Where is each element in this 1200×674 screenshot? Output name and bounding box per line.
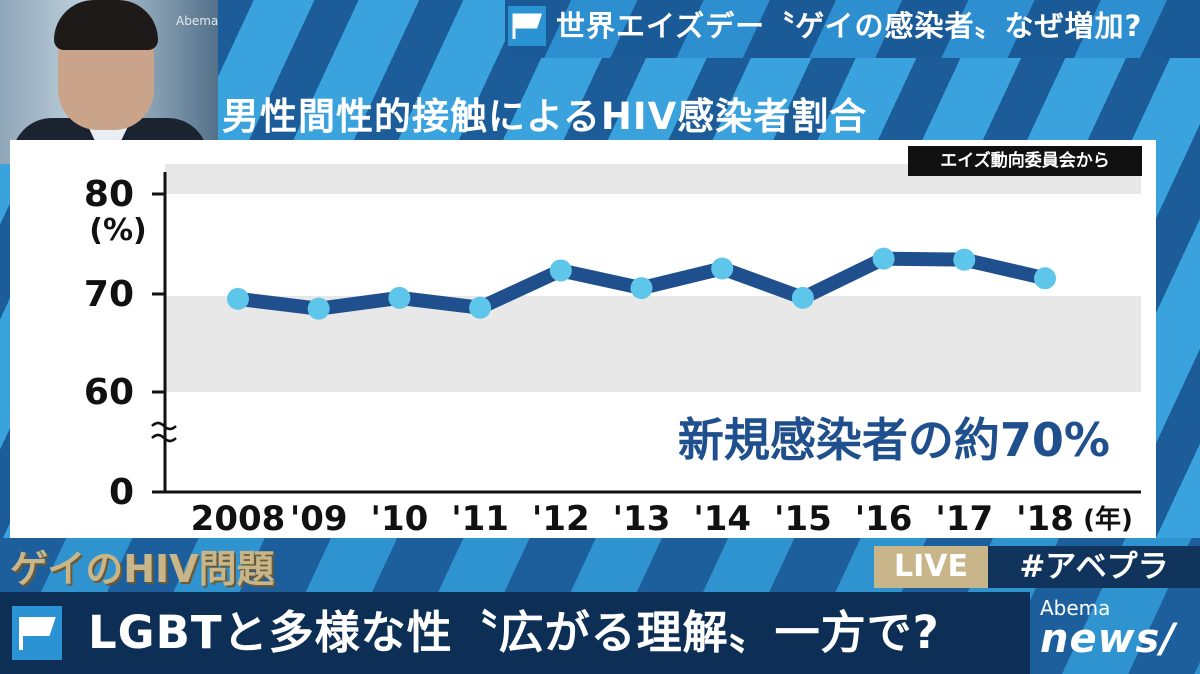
x-tick-label: '12 — [532, 499, 590, 539]
source-label: エイズ動向委員会から — [908, 146, 1142, 176]
data-point — [872, 247, 895, 270]
data-point — [1034, 267, 1056, 290]
y-tick-label: 80 — [84, 174, 134, 215]
hashtag-badge: #アベプラ — [988, 546, 1200, 588]
x-tick-label: '14 — [693, 499, 751, 539]
x-tick-label: '16 — [855, 499, 913, 539]
y-tick-label: 70 — [84, 274, 134, 315]
chart-annotation: 新規感染者の約70% — [678, 413, 1110, 467]
data-point — [711, 257, 734, 280]
x-tick-label: '10 — [371, 499, 429, 539]
axis-break-icon — [151, 421, 177, 443]
topic-caption: ゲイのHIV問題 — [10, 547, 275, 591]
segment-title: 世界エイズデー〝ゲイの感染者〟なぜ増加? — [556, 9, 1143, 43]
y-unit: (%) — [89, 213, 146, 248]
x-tick-label: '15 — [774, 499, 832, 539]
brand-bottom: news/ — [1040, 616, 1176, 662]
brand-top: Abema — [1040, 596, 1111, 620]
headline: LGBTと多様な性〝広がる理解〟一方で? — [88, 606, 940, 659]
data-point — [630, 277, 653, 300]
flag-icon — [508, 6, 546, 46]
live-badge: LIVE — [874, 546, 988, 588]
x-tick-label: '17 — [935, 499, 993, 539]
data-point — [388, 286, 411, 309]
x-unit: (年) — [1083, 504, 1133, 535]
data-point — [953, 248, 976, 271]
x-tick-label: '11 — [451, 499, 509, 539]
data-point — [307, 297, 330, 320]
x-tick-label: '18 — [1016, 499, 1074, 539]
data-point — [469, 296, 492, 319]
x-tick-label: '13 — [613, 499, 671, 539]
y-tick-label: 60 — [84, 372, 134, 413]
studio-logo: Abema — [176, 14, 218, 28]
data-point — [549, 259, 572, 282]
flag-icon — [12, 606, 62, 660]
x-tick-label: 2008 — [191, 499, 286, 539]
brand-logo: Abema news/ — [1040, 596, 1196, 670]
x-tick-label: '09 — [290, 499, 348, 539]
data-point — [791, 286, 814, 309]
y-tick-label: 0 — [109, 472, 134, 513]
top-banner — [505, 0, 1200, 58]
lower-third-bar — [0, 592, 1030, 674]
data-point — [227, 287, 249, 310]
chart-title: 男性間性的接触によるHIV感染者割合 — [222, 95, 868, 138]
